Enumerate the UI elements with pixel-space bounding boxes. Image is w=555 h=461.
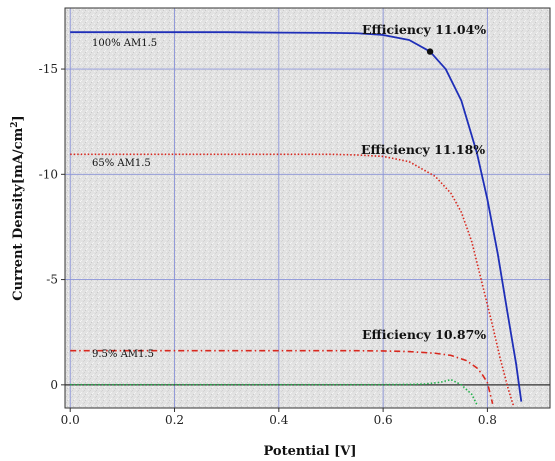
x-tick-label: 0.0 (61, 413, 80, 427)
y-axis-label-superscript: 2 (10, 121, 20, 127)
plot-frame (64, 7, 551, 409)
series-line-2 (70, 349, 494, 404)
curve-label: 100% AM1.5 (92, 38, 157, 49)
labels-group: 100% AM1.5 65% AM1.5 9.5% AM1.5 Efficiency … (92, 22, 486, 360)
efficiency-label: Efficiency 11.18% (361, 142, 485, 157)
x-tick-label: 0.2 (165, 413, 184, 427)
y-axis-label-suffix: ] (11, 115, 26, 121)
x-tick-label: 0.4 (269, 413, 288, 427)
plot-background (65, 8, 550, 408)
y-axis-label: Current Density[mA/cm2] (10, 115, 26, 300)
series-line-0 (70, 31, 523, 402)
series-line-1 (70, 153, 515, 407)
efficiency-label: Efficiency 10.87% (362, 327, 486, 342)
markers-group (426, 48, 434, 55)
grid (65, 8, 550, 408)
ticks-group: 0.0 0.2 0.4 0.6 0.8 -15 -10 -5 0 (39, 62, 497, 427)
curve-label: 9.5% AM1.5 (92, 349, 154, 360)
operating-point-marker (426, 48, 434, 55)
series-group (70, 31, 523, 407)
y-tick-label: -15 (39, 62, 58, 76)
series-line-3 (70, 378, 478, 406)
efficiency-label: Efficiency 11.04% (362, 22, 486, 37)
curve-label: 65% AM1.5 (92, 158, 151, 169)
y-tick-label: -10 (39, 167, 58, 181)
x-tick-label: 0.6 (374, 413, 393, 427)
x-tick-label: 0.8 (478, 413, 497, 427)
y-axis-label-main: Current Density[mA/cm (11, 127, 26, 300)
y-tick-label: 0 (50, 378, 58, 392)
y-tick-label: -5 (46, 273, 58, 287)
x-axis-label: Potential [V] (263, 444, 356, 459)
